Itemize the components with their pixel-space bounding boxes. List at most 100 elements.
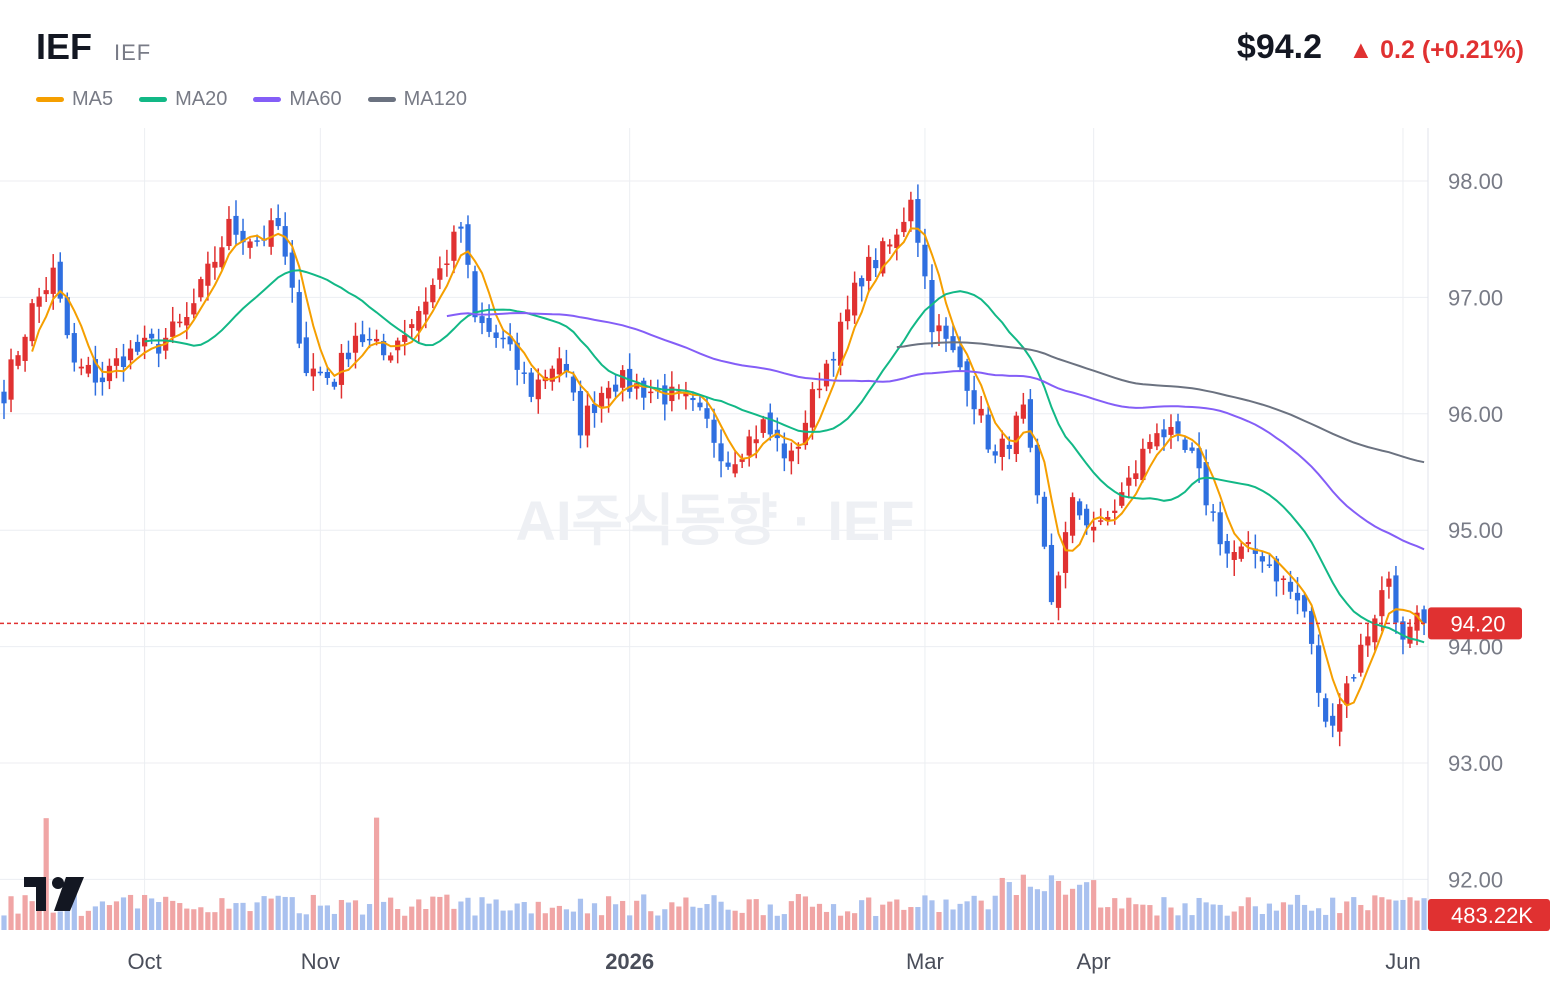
candle-body bbox=[1379, 590, 1385, 617]
candle-body bbox=[1119, 492, 1125, 506]
volume-bar bbox=[535, 901, 541, 930]
volume-bar bbox=[1280, 902, 1287, 930]
candle-body bbox=[887, 244, 893, 247]
candle-body bbox=[423, 301, 429, 315]
volume-bar bbox=[395, 908, 401, 930]
volume-bar bbox=[985, 909, 991, 930]
volume-bar bbox=[774, 915, 780, 930]
candlesticks[interactable] bbox=[1, 184, 1427, 747]
volume-bar bbox=[718, 901, 724, 930]
legend-label: MA20 bbox=[175, 87, 228, 110]
volume-bar bbox=[303, 914, 309, 930]
volume-bar bbox=[8, 896, 14, 930]
candle-body bbox=[1154, 433, 1160, 447]
candle-body bbox=[837, 321, 844, 366]
candle-body bbox=[732, 464, 738, 474]
candle-body bbox=[1344, 683, 1350, 705]
legend-ma120[interactable]: MA120 bbox=[367, 86, 467, 112]
candle-body bbox=[1098, 520, 1104, 522]
candle-body bbox=[908, 199, 914, 222]
volume-bar bbox=[1330, 897, 1336, 930]
candle-body bbox=[1280, 578, 1287, 581]
volume-badge: 483.22K bbox=[1428, 899, 1550, 931]
candle-body bbox=[605, 387, 612, 399]
candle-body bbox=[282, 226, 288, 257]
candle-body bbox=[1133, 473, 1139, 480]
candle-body bbox=[1069, 497, 1076, 536]
volume-bar bbox=[507, 910, 513, 930]
legend-ma20[interactable]: MA20 bbox=[139, 86, 227, 112]
volume-bar bbox=[613, 904, 619, 930]
volume-bar bbox=[205, 912, 211, 930]
volume-bar bbox=[465, 897, 471, 930]
candle-body bbox=[823, 363, 830, 387]
candle-body bbox=[528, 372, 534, 397]
candle-body bbox=[1224, 541, 1230, 554]
volume-bar bbox=[1105, 907, 1111, 930]
volume-bar bbox=[1287, 904, 1294, 930]
candle-body bbox=[978, 408, 984, 416]
candle-body bbox=[1259, 556, 1265, 562]
volume-bar bbox=[1168, 907, 1174, 930]
volume-bar bbox=[887, 901, 893, 930]
candle-body bbox=[113, 358, 120, 366]
volume-bar bbox=[929, 900, 935, 930]
candle-body bbox=[1316, 645, 1322, 693]
volume-bar bbox=[830, 904, 837, 930]
candle-body bbox=[992, 451, 998, 456]
candle-body bbox=[170, 321, 176, 337]
candle-body bbox=[1301, 595, 1308, 612]
candle-body bbox=[57, 261, 63, 299]
candle-body bbox=[1294, 592, 1301, 601]
volume-bar bbox=[437, 896, 443, 930]
volume-bar bbox=[71, 894, 77, 930]
candle-body bbox=[915, 199, 921, 243]
volume-bar bbox=[859, 900, 865, 930]
volume-bar bbox=[451, 908, 457, 930]
symbol-title: IEF bbox=[36, 26, 93, 67]
volume-bar bbox=[690, 906, 696, 930]
volume-bar bbox=[802, 896, 809, 930]
candle-body bbox=[402, 334, 408, 342]
candle-body bbox=[1386, 578, 1392, 587]
volume-bar bbox=[106, 905, 113, 930]
price-change: ▲ 0.2 (+0.21%) bbox=[1348, 36, 1524, 64]
volume-bar bbox=[36, 906, 42, 930]
candle-body bbox=[922, 244, 928, 277]
candle-body bbox=[1048, 544, 1055, 603]
volume-bar bbox=[1062, 894, 1069, 930]
y-tick-label: 95.00 bbox=[1448, 518, 1503, 543]
volume-bar bbox=[556, 905, 562, 930]
candle-body bbox=[866, 256, 872, 281]
candle-body bbox=[1217, 512, 1223, 545]
candle-body bbox=[352, 335, 359, 353]
candle-body bbox=[1210, 511, 1216, 513]
candle-body bbox=[1062, 532, 1069, 573]
candle-body bbox=[845, 309, 851, 322]
candle-body bbox=[191, 303, 197, 315]
volume-bar bbox=[549, 907, 555, 930]
ma-line-ma20 bbox=[144, 269, 1425, 644]
candle-body bbox=[781, 443, 787, 459]
volume-bar bbox=[753, 899, 759, 930]
last-price: $94.2 bbox=[1236, 28, 1322, 66]
candle-body bbox=[816, 388, 823, 391]
volume-bar bbox=[113, 901, 120, 930]
candle-body bbox=[613, 384, 619, 392]
candle-body bbox=[1266, 564, 1272, 566]
candle-body bbox=[507, 336, 513, 345]
candle-body bbox=[1027, 399, 1033, 448]
candle-body bbox=[388, 355, 394, 361]
candle-body bbox=[570, 376, 577, 393]
volume-bar bbox=[1351, 897, 1357, 930]
legend-ma5[interactable]: MA5 bbox=[36, 86, 113, 112]
candle-body bbox=[1168, 426, 1174, 435]
volume-bar bbox=[1020, 874, 1026, 930]
volume-bar bbox=[922, 895, 928, 930]
candle-body bbox=[1245, 542, 1251, 545]
volume-bar bbox=[1344, 901, 1350, 930]
volume-bar bbox=[64, 910, 70, 930]
x-tick-label: Apr bbox=[1077, 949, 1111, 974]
legend-ma60[interactable]: MA60 bbox=[253, 86, 342, 112]
